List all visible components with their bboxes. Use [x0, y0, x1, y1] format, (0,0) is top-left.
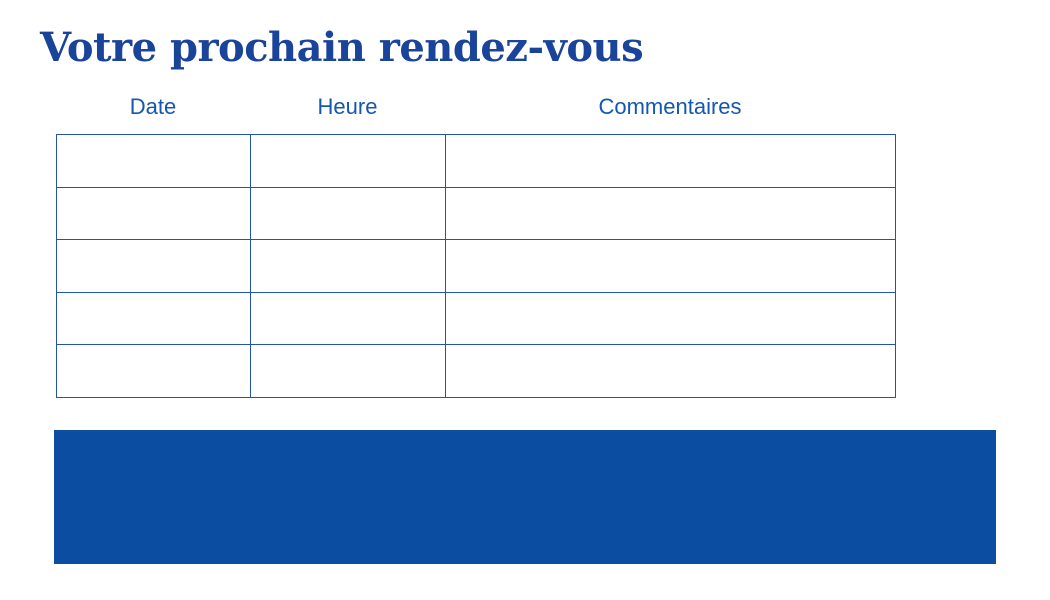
table-column-headers: Date Heure Commentaires — [56, 94, 895, 120]
bottom-banner — [54, 430, 996, 564]
table-row — [56, 291, 896, 345]
table-cell-heure[interactable] — [250, 134, 446, 188]
table-cell-date[interactable] — [56, 291, 251, 345]
table-cell-commentaires[interactable] — [445, 239, 896, 293]
table-cell-date[interactable] — [56, 134, 251, 188]
table-cell-date[interactable] — [56, 186, 251, 240]
table-cell-heure[interactable] — [250, 344, 446, 398]
table-cell-heure[interactable] — [250, 239, 446, 293]
table-row — [56, 239, 896, 293]
table-cell-commentaires[interactable] — [445, 344, 896, 398]
table-cell-date[interactable] — [56, 239, 251, 293]
page-title: Votre prochain rendez-vous — [40, 24, 644, 71]
table-row — [56, 134, 896, 188]
column-header-commentaires: Commentaires — [598, 94, 742, 119]
table-cell-commentaires[interactable] — [445, 186, 896, 240]
table-cell-commentaires[interactable] — [445, 134, 896, 188]
table-row — [56, 186, 896, 240]
column-header-date: Date — [129, 94, 177, 119]
table-cell-heure[interactable] — [250, 291, 446, 345]
table-row — [56, 344, 896, 398]
table-cell-commentaires[interactable] — [445, 291, 896, 345]
column-header-heure: Heure — [317, 94, 378, 119]
table-cell-heure[interactable] — [250, 186, 446, 240]
appointments-table — [56, 134, 896, 398]
table-cell-date[interactable] — [56, 344, 251, 398]
